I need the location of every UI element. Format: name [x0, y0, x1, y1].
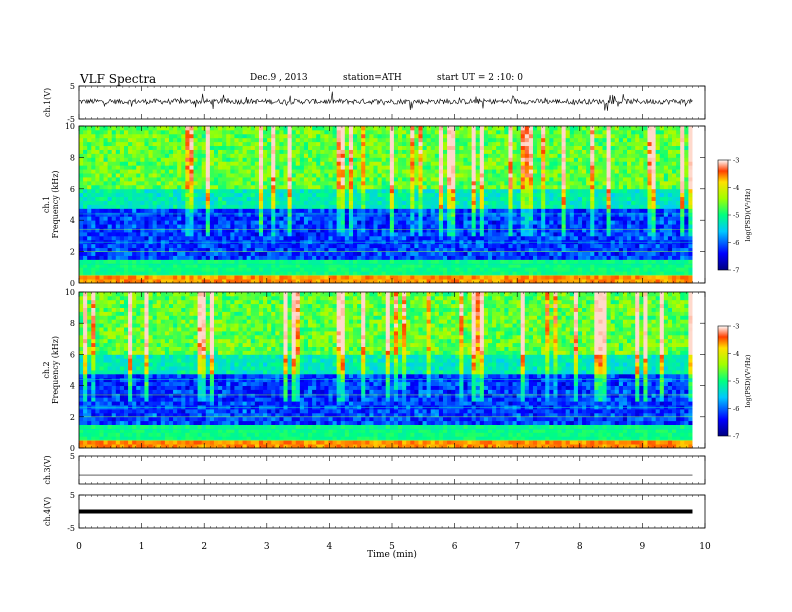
colorbar	[717, 159, 729, 271]
xtick-label: 3	[264, 542, 270, 552]
xtick-label: 5	[389, 542, 395, 552]
date-label: Dec.9 , 2013	[250, 73, 308, 83]
colorbar-tick-label: -5	[733, 378, 739, 386]
colorbar-tick-label: -5	[733, 212, 739, 220]
xtick-label: 0	[76, 542, 82, 552]
ylabel-ch1-waveform: ch.1(V)	[43, 88, 52, 117]
figure-title: VLF Spectra	[80, 72, 157, 86]
ylabel-channel: ch.2	[42, 361, 51, 378]
ytick-label: 2	[70, 413, 75, 422]
ytick-label: 4	[70, 382, 75, 391]
xtick-label: 7	[514, 542, 520, 552]
ytick-label: 5	[70, 82, 75, 91]
spectrogram-ch2-spectrogram	[79, 292, 693, 449]
xtick-label: 6	[452, 542, 458, 552]
xtick-label: 4	[327, 542, 333, 552]
ytick-label: 8	[70, 319, 75, 328]
colorbar	[717, 325, 729, 437]
xtick-label: 1	[139, 542, 145, 552]
ch1-waveform-trace	[78, 91, 693, 111]
ylabel-ch3-waveform: ch.3(V)	[43, 455, 52, 484]
ytick-label: 2	[70, 248, 75, 257]
x-axis-label: Time (min)	[367, 549, 417, 560]
colorbar-label: log(PSD)(V²/Hz)	[744, 188, 752, 241]
ylabel-channel: ch.1	[42, 196, 51, 213]
ytick-label: 6	[70, 350, 75, 359]
no-data-region	[692, 292, 705, 448]
ytick-label: 5	[70, 452, 75, 461]
colorbar-tick-label: -4	[733, 350, 739, 358]
ytick-label: 8	[70, 153, 75, 162]
colorbar-tick-label: -6	[733, 239, 739, 247]
ylabel-ch4-waveform: ch.4(V)	[43, 497, 52, 526]
colorbar-tick-label: -3	[733, 323, 739, 331]
ytick-label: 10	[65, 122, 75, 131]
no-data-region	[692, 126, 705, 283]
start-time-label: start UT = 2 :10: 0	[437, 73, 523, 83]
colorbar-tick-label: -3	[733, 157, 739, 165]
ytick-label: 10	[65, 288, 75, 297]
ylabel-frequency: Frequency (kHz)	[51, 170, 60, 238]
ylabel-frequency: Frequency (kHz)	[51, 336, 60, 404]
station-label: station=ATH	[343, 73, 402, 83]
ytick-label: -5	[67, 115, 75, 124]
ytick-label: 0	[70, 279, 75, 288]
ytick-label: 6	[70, 185, 75, 194]
ytick-label: 0	[70, 444, 75, 453]
colorbar-tick-label: -4	[733, 184, 739, 192]
xtick-label: 10	[699, 542, 711, 552]
ytick-label: 4	[70, 216, 75, 225]
colorbar-label: log(PSD)(V²/Hz)	[744, 354, 752, 407]
spectrogram-ch1-spectrogram	[79, 126, 693, 284]
xtick-label: 8	[577, 542, 583, 552]
ytick-label: -5	[67, 524, 75, 533]
colorbar-tick-label: -7	[733, 267, 739, 275]
colorbar-tick-label: -6	[733, 405, 739, 413]
ytick-label: 5	[70, 491, 75, 500]
xtick-label: 9	[640, 542, 646, 552]
xtick-label: 2	[201, 542, 207, 552]
colorbar-tick-label: -7	[733, 433, 739, 441]
